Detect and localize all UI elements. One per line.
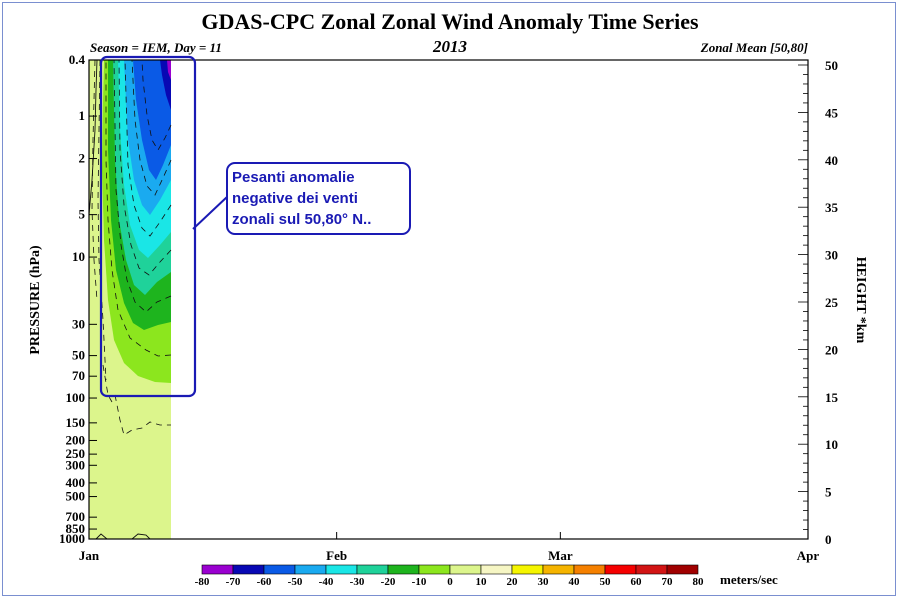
contour-band--70 (133, 60, 171, 180)
surface-contour-line (95, 533, 151, 540)
time-tick-label: Apr (797, 548, 820, 563)
colorbar-swatch (666, 564, 699, 575)
annotation-box (226, 162, 411, 235)
pressure-tick-label: 850 (66, 521, 86, 536)
pressure-tick-label: 10 (72, 249, 85, 264)
colorbar-label: -60 (257, 576, 272, 588)
time-tick-label: Mar (548, 548, 573, 563)
contour-band--90 (167, 60, 171, 80)
pressure-tick-label: 150 (66, 415, 86, 430)
height-tick-label: 40 (825, 153, 838, 168)
time-axis: Jan Feb Mar Apr (79, 532, 820, 563)
colorbar-label: 10 (476, 576, 488, 588)
contour-lines (91, 59, 172, 436)
pressure-tick-label: 5 (79, 207, 86, 222)
colorbar-swatch (635, 564, 668, 575)
colorbar-label: 60 (631, 576, 643, 588)
annotation-pointer (192, 195, 229, 230)
colorbar-label: -70 (226, 576, 241, 588)
annotation-line: Pesanti anomalie (232, 169, 355, 186)
height-tick-label: 50 (825, 58, 838, 73)
pressure-tick-label: 200 (66, 432, 86, 447)
annotation-text: Pesanti anomalie negative dei venti zonali… (232, 169, 371, 228)
height-tick-label: 25 (825, 295, 839, 310)
pressure-tick-label: 100 (66, 390, 86, 405)
height-tick-label: 10 (825, 437, 838, 452)
colorbar-label: 40 (569, 576, 581, 588)
colorbar-swatch (542, 564, 575, 575)
plot-border (88, 59, 809, 540)
time-tick-label: Jan (79, 548, 100, 563)
height-tick-label: 20 (825, 342, 838, 357)
colorbar-label: -50 (288, 576, 303, 588)
height-axis: 0 5 10 15 20 25 30 35 40 45 50 (798, 58, 839, 547)
pressure-tick-label: 50 (72, 348, 85, 363)
colorbar-swatch (325, 564, 358, 575)
colorbar-swatch (201, 564, 234, 575)
pressure-tick-label: 700 (66, 509, 86, 524)
pressure-tick-label: 250 (66, 446, 86, 461)
colorbar-label: 50 (600, 576, 612, 588)
pressure-tick-label: 1000 (59, 531, 85, 546)
pressure-axis-label: PRESSURE (hPa) (28, 245, 43, 355)
annotation-line: zonali sul 50,80° N.. (232, 211, 371, 228)
colorbar-unit: meters/sec (720, 572, 778, 587)
pressure-tick-label: 70 (72, 368, 85, 383)
colorbar-label: 70 (662, 576, 674, 588)
colorbar-swatch (356, 564, 389, 575)
colorbar-label: -40 (319, 576, 334, 588)
height-tick-label: 45 (825, 105, 839, 120)
time-tick-label: Feb (326, 548, 347, 563)
colorbar-label: 30 (538, 576, 550, 588)
colorbar: -80 -70 -60 -50 -40 -30 -20 -10 0 10 20 30 40 50 60 70 8… (195, 564, 705, 588)
height-axis-label: HEIGHT *km (853, 257, 868, 344)
colorbar-label: 0 (447, 576, 453, 588)
pressure-tick-label: 30 (72, 316, 85, 331)
height-tick-label: 5 (825, 485, 832, 500)
colorbar-swatch (294, 564, 327, 575)
height-tick-label: 15 (825, 390, 839, 405)
colorbar-swatch (449, 564, 482, 575)
colorbar-swatch (511, 564, 544, 575)
pressure-tick-label: 400 (66, 475, 86, 490)
colorbar-label: -30 (350, 576, 365, 588)
colorbar-swatch (573, 564, 606, 575)
height-tick-label: 30 (825, 248, 838, 263)
colorbar-swatch (263, 564, 296, 575)
colorbar-label: -80 (195, 576, 210, 588)
subtitle-left: Season = IEM, Day = 11 (90, 40, 222, 55)
pressure-tick-label: 300 (66, 457, 86, 472)
chart-title: GDAS-CPC Zonal Zonal Wind Anomaly Time S… (201, 9, 699, 34)
height-tick-label: 35 (825, 200, 839, 215)
colorbar-label: -20 (381, 576, 396, 588)
zero-contour-line (88, 59, 98, 216)
colorbar-swatch (232, 564, 265, 575)
colorbar-swatch (480, 564, 513, 575)
annotation-line: negative dei venti (232, 190, 358, 207)
colorbar-label: -10 (412, 576, 427, 588)
pressure-tick-label: 1 (79, 108, 86, 123)
subtitle-year: 2013 (432, 37, 468, 56)
colorbar-swatch (418, 564, 451, 575)
colorbar-label: 20 (507, 576, 519, 588)
anomaly-contours (88, 59, 172, 540)
pressure-tick-label: 2 (79, 151, 86, 166)
subtitle-right: Zonal Mean [50,80] (700, 40, 808, 55)
pressure-tick-label: 0.4 (69, 52, 86, 67)
colorbar-swatch (604, 564, 637, 575)
colorbar-swatch (387, 564, 420, 575)
pressure-tick-label: 500 (66, 489, 86, 504)
height-tick-label: 0 (825, 532, 832, 547)
colorbar-label: 80 (693, 576, 705, 588)
